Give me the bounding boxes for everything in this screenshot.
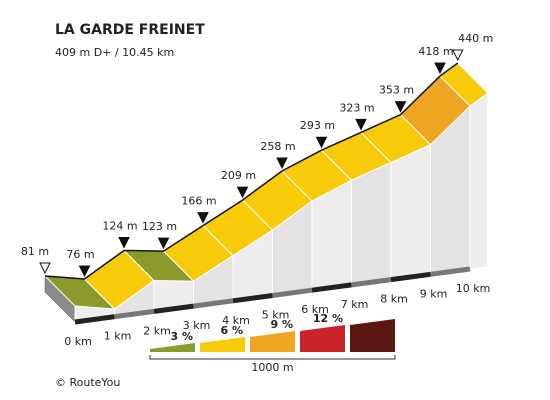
scale-bar [149,355,396,360]
scale-label: 1000 m [251,361,293,374]
legend-swatch [300,325,345,352]
elevation-marker [276,157,288,170]
legend-label: 6 % [220,324,243,337]
elevation-marker [236,186,249,199]
elevation-marker [197,212,209,224]
x-tick-label: 1 km [104,330,132,343]
profile-wall [390,143,431,281]
elevation-marker [434,62,446,75]
elevation-marker [39,262,51,275]
legend-swatch [250,331,295,352]
x-tick-label: 5 km [262,309,290,322]
profile-wall [351,161,392,286]
elevation-marker [451,49,464,62]
x-tick-label: 10 km [456,282,491,295]
legend-label: 3 % [170,330,193,343]
ground-strip [390,271,431,283]
x-tick-label: 2 km [143,324,171,337]
elevation-label: 166 m [181,195,216,208]
x-tick-label: 7 km [341,298,369,311]
legend-label: 9 % [270,318,293,331]
x-tick-label: 0 km [64,335,92,348]
elevation-label: 123 m [142,220,177,233]
elevation-label: 76 m [66,248,94,261]
chart-title: LA GARDE FREINET [55,22,205,38]
elevation-label: 440 m [458,32,493,45]
ground-strip [351,277,392,288]
legend-swatch [200,337,245,352]
elevation-label: 353 m [379,84,414,97]
ground-strip [311,282,352,293]
elevation-marker [118,237,130,249]
elevation-marker [315,136,328,149]
elevation-label: 81 m [21,245,49,258]
x-tick-label: 3 km [183,319,211,332]
ground-strip [74,314,115,325]
ground-strip [272,287,313,298]
ground-strip [114,308,155,320]
legend-swatch [150,343,195,352]
ground-strip [430,266,471,277]
elevation-marker [355,118,367,131]
legend-swatch [350,319,395,352]
elevation-label: 124 m [102,220,137,233]
x-tick-label: 6 km [301,303,329,316]
elevation-label: 293 m [300,119,335,132]
ground-strip [153,303,194,314]
ground-strip [232,293,273,304]
footer: © RouteYou [55,376,120,389]
x-tick-label: 9 km [420,287,448,300]
legend-label: 12 % [313,312,343,325]
elevation-label: 258 m [260,140,295,153]
profile-line [44,62,459,280]
profile-wall [469,92,489,270]
elevation-label: 418 m [418,45,453,58]
chart-subtitle: 409 m D+ / 10.45 km [55,46,174,59]
elevation-marker [157,237,170,250]
x-tick-label: 8 km [380,293,408,306]
elevation-label: 323 m [339,101,374,114]
ground-strip [193,298,234,309]
elevation-marker [394,101,407,113]
elevation-label: 209 m [221,169,256,182]
x-tick-label: 4 km [222,314,250,327]
elevation-marker [78,265,91,278]
